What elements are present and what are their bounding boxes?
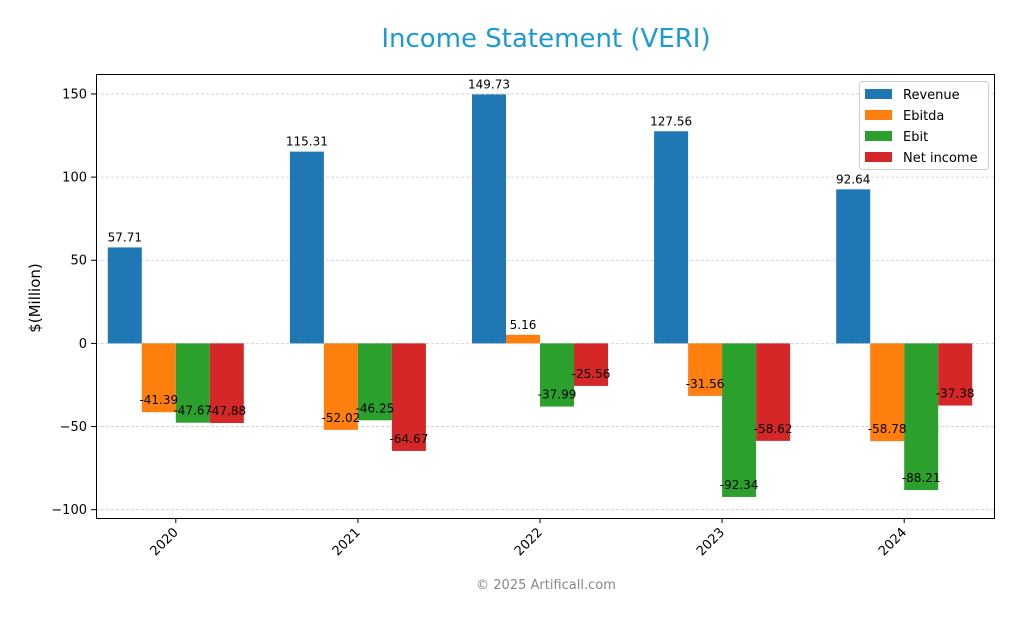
data-label: -92.34 [720,478,759,492]
bar-ebitda [688,343,723,396]
legend-label: Revenue [903,88,960,103]
bar-revenue [289,151,324,344]
legend-label: Net income [903,151,978,166]
y-axis-label: $(Million) [26,263,44,333]
bars [107,94,973,497]
chart-title: Income Statement (VERI) [381,24,710,54]
data-label: -31.56 [686,377,725,391]
x-tick-label: 2020 [148,525,182,559]
legend-label: Ebitda [903,109,944,124]
legend-swatch [865,131,892,141]
data-label: 115.31 [286,135,328,149]
bar-revenue [472,94,506,344]
bar-net-income [938,343,973,406]
y-tick-label: −100 [51,503,87,518]
data-label: -88.21 [902,471,941,485]
data-label: -37.99 [538,388,577,402]
data-label: -47.67 [173,404,212,418]
bar-ebitda [506,334,540,344]
x-axis: 2020 2021 2022 2023 2024 [148,518,910,559]
x-tick-label: 2021 [330,525,364,559]
bar-net-income [391,343,426,451]
y-tick-label: 150 [62,87,87,102]
data-label: 57.71 [108,230,142,244]
data-label: 5.16 [510,318,537,332]
legend-box [859,81,989,170]
bar-net-income [756,343,791,441]
x-tick-label: 2022 [512,525,546,559]
copyright-footer: © 2025 Artificall.com [476,578,616,593]
data-label: -52.02 [322,411,361,425]
x-tick-label: 2023 [694,525,728,559]
y-axis: −100 −50 0 50 100 150 [51,87,96,518]
bar-revenue [836,189,871,344]
data-label: 127.56 [650,114,692,128]
data-label: -47.88 [207,404,246,418]
data-label: -46.25 [356,401,395,415]
bar-ebit [540,343,574,407]
data-label: 92.64 [836,172,870,186]
legend-swatch [865,152,892,162]
bar-net-income [574,343,608,386]
bar-ebit [904,343,939,491]
bar-revenue [654,131,689,344]
bar-ebit [722,343,757,497]
y-tick-label: −50 [60,420,87,435]
data-label: -37.38 [936,387,975,401]
data-label: -58.62 [754,422,793,436]
x-tick-label: 2024 [876,525,910,559]
bar-ebit [175,343,210,423]
data-label: -58.78 [868,422,907,436]
legend: Revenue Ebitda Ebit Net income [859,81,989,170]
legend-swatch [865,89,892,99]
data-label: -25.56 [572,367,611,381]
data-label: -64.67 [390,432,429,446]
bar-revenue [107,247,142,344]
bar-ebit [357,343,392,421]
data-label: 149.73 [468,77,510,91]
bar-ebitda [141,343,176,413]
data-labels: 57.71 -41.39-47.67-47.88 115.31 -52.02-46.2… [108,77,975,492]
data-label: -41.39 [139,393,178,407]
bar-ebitda [323,343,358,430]
y-tick-label: 0 [79,337,87,352]
legend-label: Ebit [903,130,928,145]
legend-swatch [865,110,892,120]
plot-area-frame [96,74,995,519]
y-tick-label: 50 [70,254,87,269]
bar-net-income [209,343,244,424]
bar-ebitda [870,343,905,442]
y-tick-label: 100 [62,171,87,186]
